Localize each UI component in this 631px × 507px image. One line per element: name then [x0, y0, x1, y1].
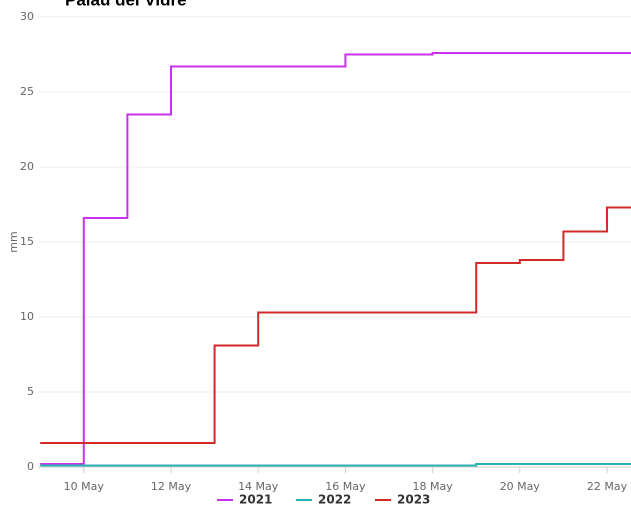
y-axis-label: mm: [7, 231, 20, 252]
series-line: [40, 463, 631, 467]
y-tick-label: 10: [20, 310, 34, 323]
y-tick-label: 5: [27, 385, 34, 398]
x-tick-label: 14 May: [238, 480, 279, 493]
x-tick-label: 16 May: [325, 480, 366, 493]
series-line: [40, 52, 631, 465]
y-tick-label: 15: [20, 235, 34, 248]
series-line: [40, 206, 631, 444]
y-tick-label: 20: [20, 160, 34, 173]
x-tick-label: 20 May: [500, 480, 541, 493]
y-tick-label: 0: [27, 460, 34, 473]
legend-label: 2022: [318, 493, 351, 507]
x-tick-label: 18 May: [412, 480, 453, 493]
x-tick-label: 22 May: [587, 480, 628, 493]
x-tick-label: 12 May: [151, 480, 192, 493]
legend-label: 2021: [239, 493, 272, 507]
y-tick-label: 25: [20, 85, 34, 98]
chart-title: Palau del Vidre: [65, 0, 187, 9]
x-tick-label: 10 May: [64, 480, 105, 493]
y-tick-label: 30: [20, 10, 34, 23]
legend-label: 2023: [397, 493, 430, 507]
